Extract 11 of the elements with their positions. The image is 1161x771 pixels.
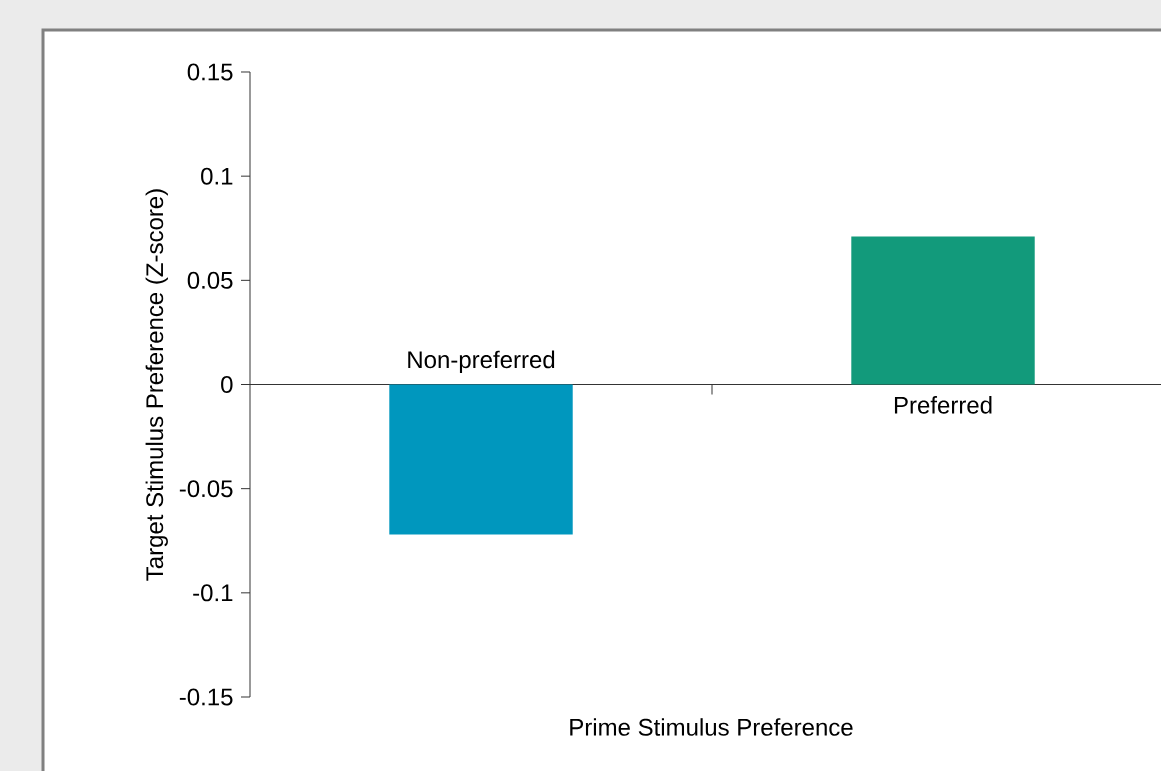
x-tick-label: Non-preferred: [408, 350, 555, 373]
x-axis-title: Prime Stimulus Preference: [570, 718, 853, 736]
x-tick-label: Preferred: [894, 396, 992, 414]
y-tick-label: 0.1: [201, 167, 233, 185]
y-tick-label: 0: [221, 376, 233, 393]
y-tick-label: -0.1: [193, 584, 233, 602]
y-tick-label: -0.15: [179, 688, 233, 706]
y-tick-label: -0.05: [179, 480, 233, 498]
y-axis-title: Target Stimulus Preference (Z-score): [145, 189, 168, 581]
y-tick-label: 0.15: [187, 63, 233, 81]
y-tick-label: 0.05: [187, 271, 233, 289]
